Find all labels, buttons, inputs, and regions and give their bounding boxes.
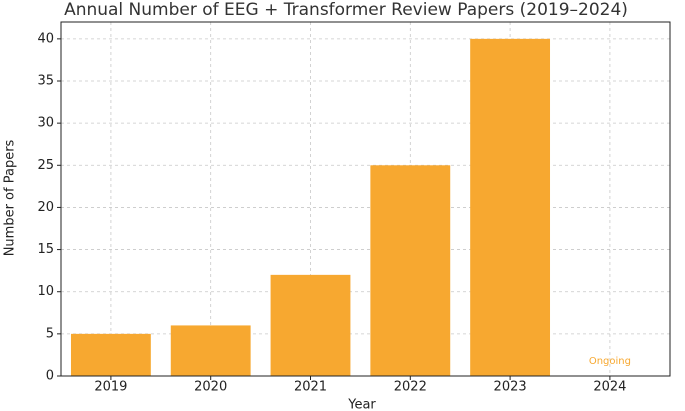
y-tick-label: 15 bbox=[37, 242, 54, 257]
x-tick-label: 2024 bbox=[593, 380, 626, 395]
bar bbox=[170, 325, 251, 376]
y-tick-label: 20 bbox=[37, 200, 54, 215]
x-tick-label: 2023 bbox=[494, 380, 527, 395]
bar bbox=[270, 274, 351, 376]
y-tick-label: 35 bbox=[37, 74, 54, 89]
y-tick-label: 10 bbox=[37, 284, 54, 299]
y-tick-label: 25 bbox=[37, 158, 54, 173]
x-tick-label: 2020 bbox=[194, 380, 227, 395]
y-tick-label: 30 bbox=[37, 116, 54, 131]
bar bbox=[370, 165, 451, 376]
chart-title: Annual Number of EEG + Transformer Revie… bbox=[64, 0, 628, 20]
plot-frame bbox=[60, 21, 671, 377]
y-tick-label: 40 bbox=[37, 31, 54, 46]
bar bbox=[470, 38, 551, 376]
bar bbox=[70, 333, 151, 376]
x-tick-label: 2021 bbox=[294, 380, 327, 395]
y-axis-label: Number of Papers bbox=[3, 139, 18, 256]
x-tick-label: 2019 bbox=[94, 380, 127, 395]
y-tick-label: 0 bbox=[46, 369, 54, 384]
x-axis-label: Year bbox=[347, 398, 376, 411]
annotation: Ongoing bbox=[589, 356, 631, 367]
y-tick-label: 5 bbox=[46, 326, 54, 341]
x-tick-label: 2022 bbox=[394, 380, 427, 395]
